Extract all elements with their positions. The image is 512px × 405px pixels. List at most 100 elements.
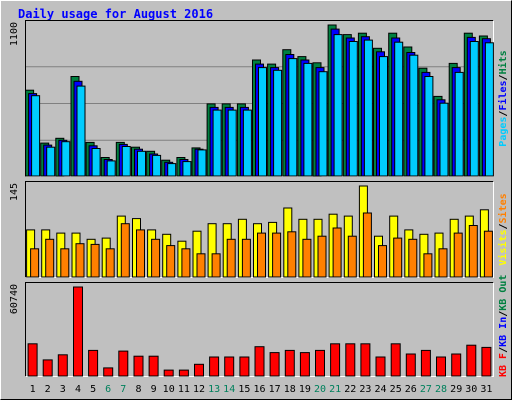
bar-pages xyxy=(363,39,373,177)
x-tick-label: 24 xyxy=(374,384,386,395)
bar-kb-f xyxy=(88,349,99,377)
bar-pages xyxy=(137,150,146,177)
x-tick-label: 2 xyxy=(45,384,51,395)
bar-kb-f xyxy=(178,369,189,377)
x-tick-label: 29 xyxy=(450,384,462,395)
bar-pages xyxy=(182,161,192,177)
bar-kb-f xyxy=(148,355,159,377)
y-tick-label-1: 1100 xyxy=(9,22,20,46)
bar-pages xyxy=(333,34,343,177)
bar-pages xyxy=(469,41,479,177)
bar-pages xyxy=(348,41,358,177)
x-tick-label: 6 xyxy=(105,384,111,395)
x-tick-label: 3 xyxy=(60,384,66,395)
bar-kb-f xyxy=(254,346,265,377)
bar-pages xyxy=(273,69,283,177)
x-tick-label: 20 xyxy=(314,384,326,395)
bar-sites xyxy=(408,238,418,278)
bar-sites xyxy=(90,243,100,278)
bar-sites xyxy=(453,232,463,278)
bar-kb-f xyxy=(118,350,129,377)
bar-kb-f xyxy=(315,349,325,377)
legend-separator: / xyxy=(498,74,509,80)
bar-kb-f xyxy=(224,356,235,377)
bar-pages xyxy=(303,62,313,177)
x-tick-label: 27 xyxy=(420,384,432,395)
bar-pages xyxy=(121,146,131,177)
bar-pages xyxy=(106,160,116,177)
x-tick-label: 16 xyxy=(253,384,265,395)
x-tick-label: 23 xyxy=(359,384,371,395)
chart-title: Daily usage for August 2016 xyxy=(18,7,213,21)
bar-pages xyxy=(318,71,328,177)
bar-pages xyxy=(61,141,71,177)
legend-item: Hits xyxy=(497,50,509,74)
bar-kb-f xyxy=(375,356,386,377)
x-tick-label: 25 xyxy=(390,384,402,395)
bar-pages xyxy=(424,76,434,177)
bar-kb-f xyxy=(466,344,477,377)
bar-pages xyxy=(167,163,177,177)
legend-item: KB In xyxy=(498,317,509,347)
bar-kb-f xyxy=(405,353,416,377)
bar-kb-f xyxy=(330,343,341,377)
bar-kb-f xyxy=(481,346,492,377)
legend-item: KB Out xyxy=(498,275,509,311)
bar-kb-f xyxy=(269,352,280,377)
bar-pages xyxy=(46,146,56,177)
legend-3: KB F/KB In/KB Out xyxy=(498,275,509,377)
bar-sites xyxy=(196,253,206,278)
x-tick-label: 22 xyxy=(344,384,356,395)
bar-pages xyxy=(379,56,388,177)
x-tick-label: 31 xyxy=(480,384,492,395)
bar-sites xyxy=(211,253,221,278)
bar-sites xyxy=(438,248,448,278)
bar-kb-f xyxy=(284,349,295,377)
bar-sites xyxy=(226,238,236,278)
legend-item: Files xyxy=(497,80,509,110)
legend-2: Visits/Sites xyxy=(497,193,509,265)
bar-kb-f xyxy=(103,367,114,377)
y-tick-label-3: 60740 xyxy=(9,284,20,314)
x-tick-label: 7 xyxy=(120,384,126,395)
legend-1: Pages/Files/Hits xyxy=(497,50,509,146)
x-tick-label: 8 xyxy=(135,384,141,395)
bar-kb-f xyxy=(436,356,446,377)
x-tick-label: 12 xyxy=(193,384,205,395)
bar-pages xyxy=(212,109,222,177)
bar-sites xyxy=(378,245,387,278)
x-tick-label: 9 xyxy=(151,384,157,395)
x-tick-label: 15 xyxy=(238,384,250,395)
bar-pages xyxy=(76,85,86,177)
y-tick-label-2: 145 xyxy=(9,183,20,201)
bar-kb-f xyxy=(451,353,462,377)
bar-sites xyxy=(332,227,342,278)
bar-sites xyxy=(45,238,55,278)
legend-separator: / xyxy=(498,311,509,317)
bar-pages xyxy=(31,95,41,177)
bar-sites xyxy=(120,223,130,278)
bar-pages xyxy=(242,109,252,177)
x-tick-label: 18 xyxy=(284,384,296,395)
bar-pages xyxy=(258,67,267,177)
bar-kb-f xyxy=(209,356,220,377)
bar-sites xyxy=(287,231,297,278)
x-tick-label: 26 xyxy=(405,384,417,395)
bar-sites xyxy=(362,212,372,278)
x-tick-label: 14 xyxy=(223,384,235,395)
legend-item: Visits xyxy=(497,230,509,266)
bar-sites xyxy=(105,248,115,278)
bar-sites xyxy=(423,253,433,278)
bar-pages xyxy=(288,58,298,177)
bar-kb-f xyxy=(57,354,68,377)
bar-pages xyxy=(197,149,207,177)
x-tick-label: 30 xyxy=(465,384,477,395)
bar-kb-f xyxy=(133,355,144,377)
bar-sites xyxy=(60,248,70,278)
panel-1: 1100 Pages/Files/Hits xyxy=(9,20,509,177)
legend-item: KB F xyxy=(498,353,509,377)
bar-sites xyxy=(302,238,312,278)
